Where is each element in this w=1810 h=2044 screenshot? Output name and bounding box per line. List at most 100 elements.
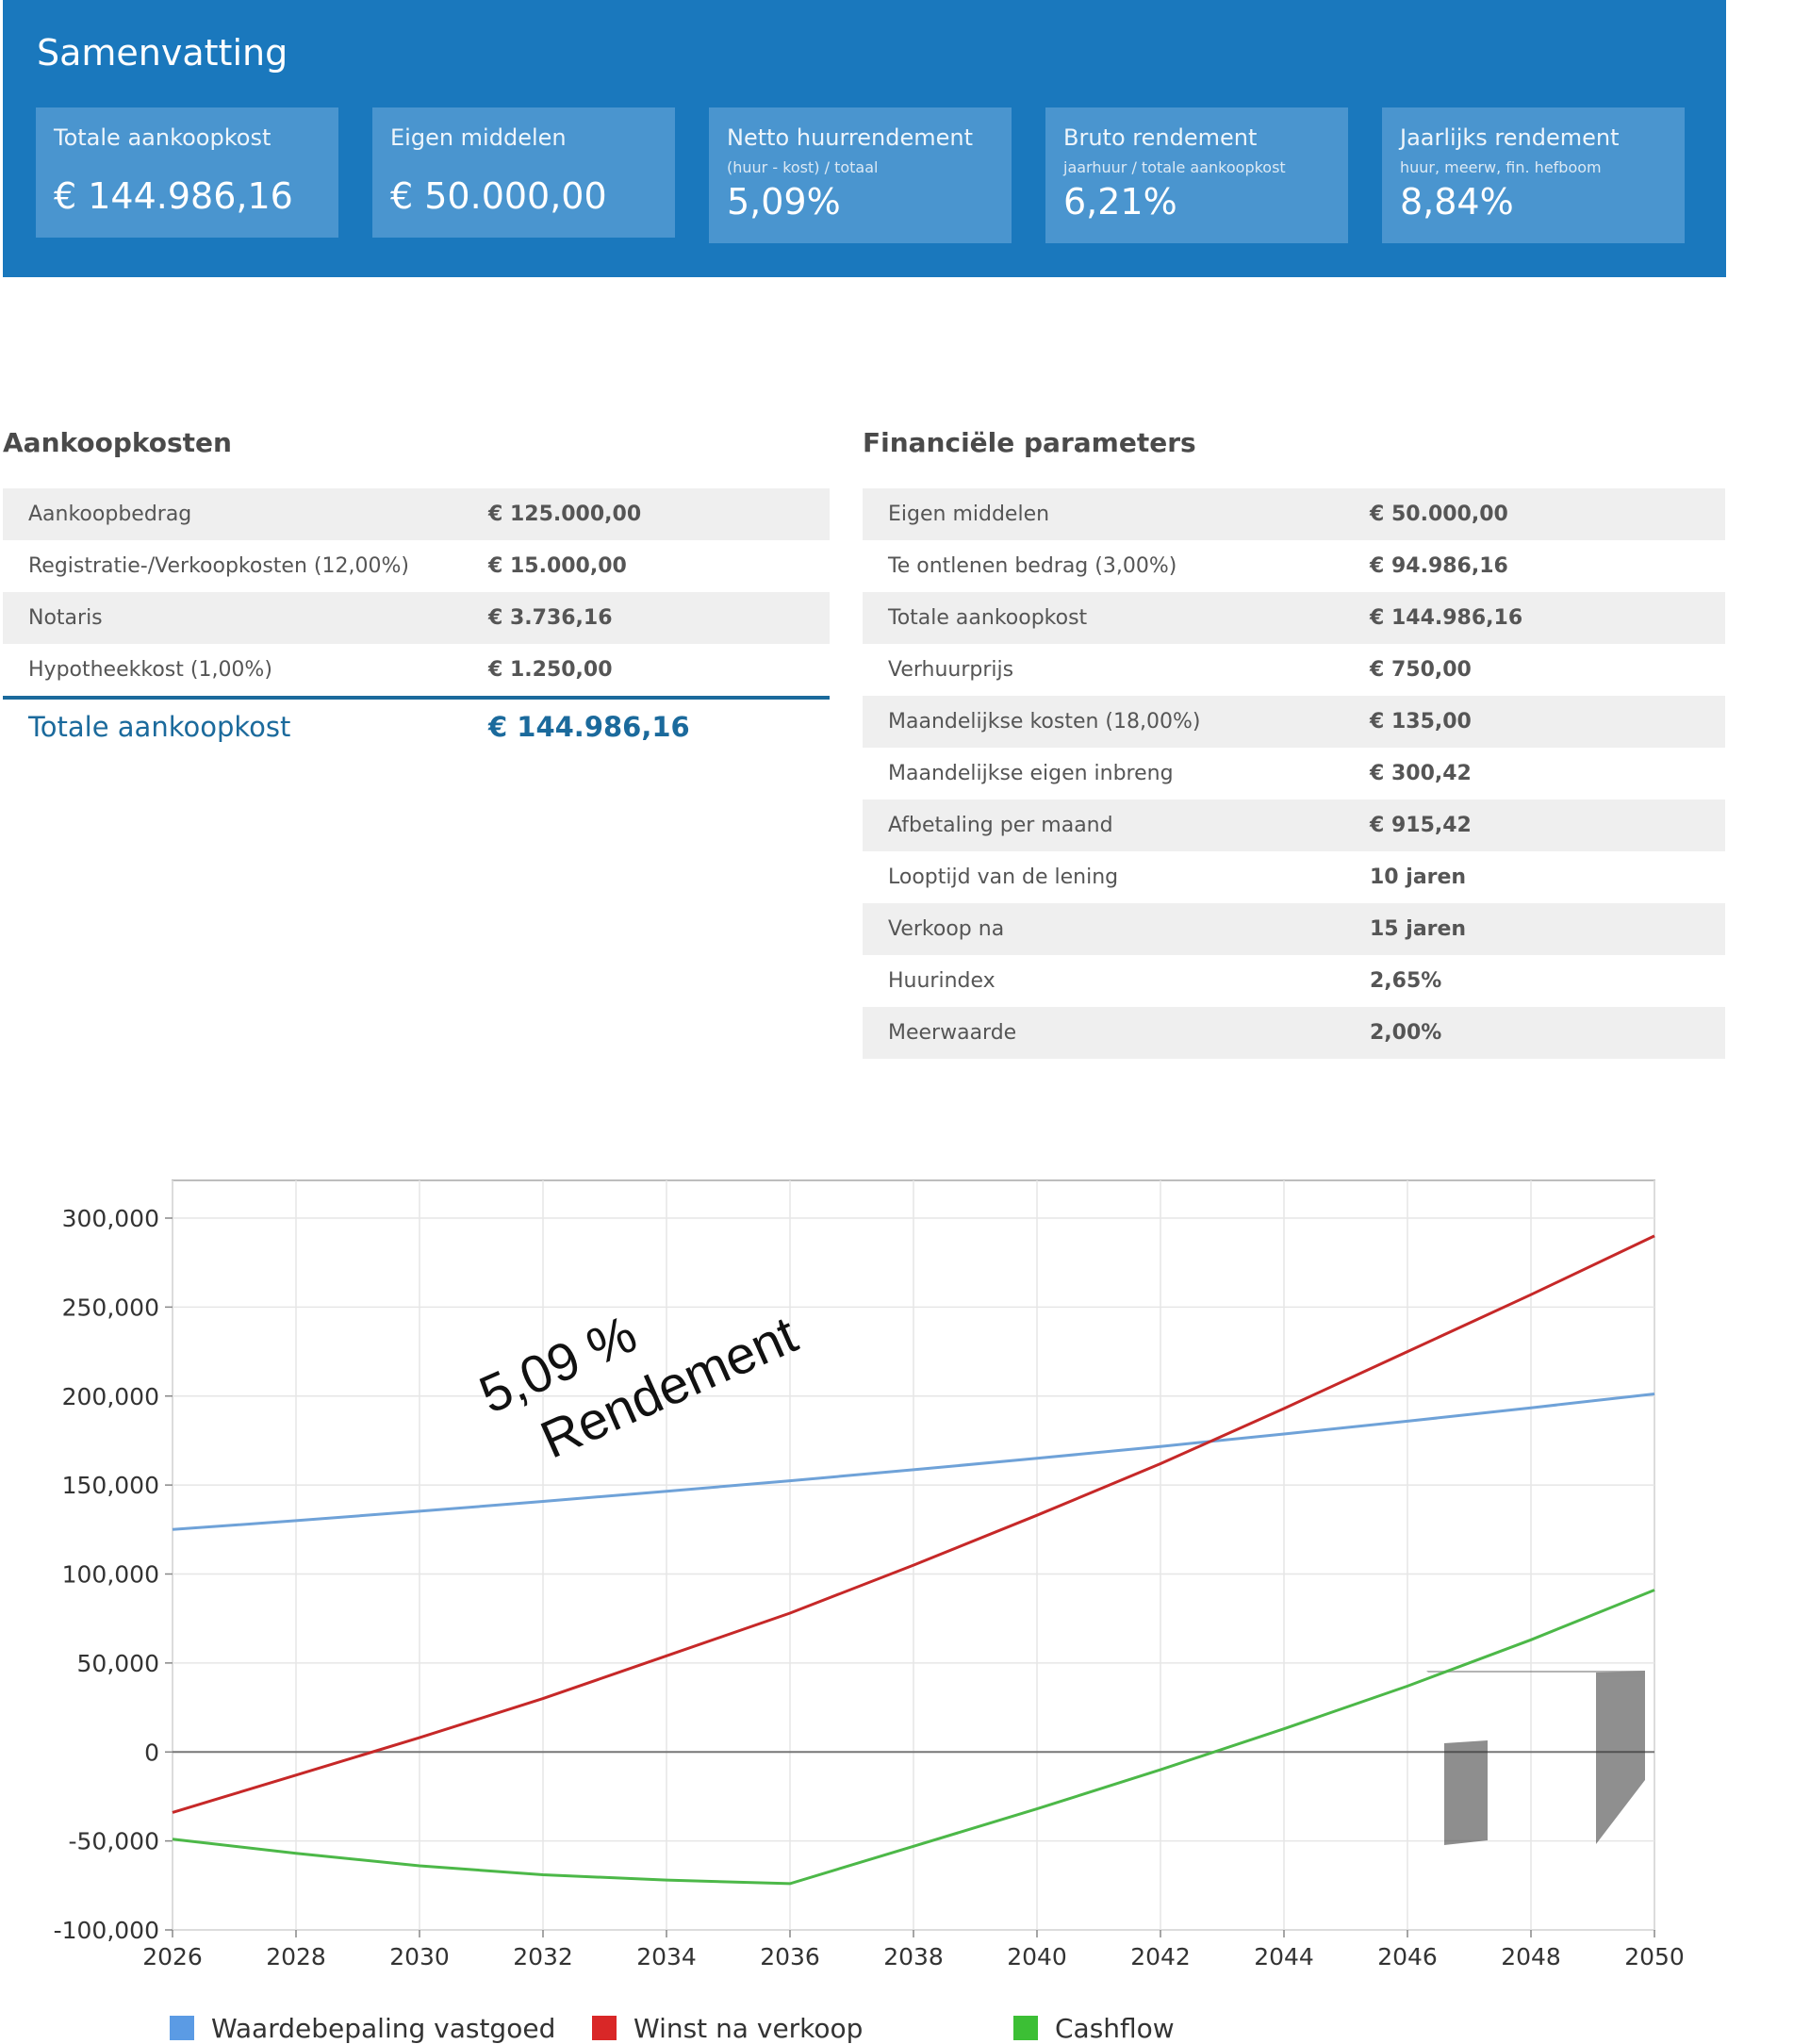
- card-value: 8,84%: [1400, 181, 1514, 223]
- x-tick-label: 2048: [1501, 1943, 1561, 1970]
- table-row: Verhuurprijs € 750,00: [863, 644, 1725, 696]
- y-tick-label: 50,000: [77, 1650, 159, 1677]
- row-label: Meerwaarde: [888, 1021, 1017, 1045]
- x-tick-label: 2028: [266, 1943, 326, 1970]
- table-row: Notaris € 3.736,16: [3, 592, 830, 644]
- summary-banner: Samenvatting Totale aankoopkost € 144.98…: [3, 0, 1726, 277]
- legend-label: Winst na verkoop: [634, 2013, 864, 2044]
- row-label: Eigen middelen: [888, 503, 1050, 526]
- table-row: Hypotheekkost (1,00%) € 1.250,00: [3, 644, 830, 696]
- x-tick-label: 2040: [1007, 1943, 1067, 1970]
- table-row: Looptijd van de lening 10 jaren: [863, 851, 1725, 903]
- legend-item-winst[interactable]: Winst na verkoop: [592, 2013, 863, 2044]
- card-jaarlijks-rendement: Jaarlijks rendement huur, meerw, fin. he…: [1382, 107, 1685, 243]
- row-label: Aankoopbedrag: [28, 503, 192, 526]
- x-tick-label: 2050: [1624, 1943, 1685, 1970]
- chart-axes: 2026 2028 2030 2032 2034 2036 2038 2040 2042 2044…: [54, 1205, 1685, 1970]
- card-label: Totale aankoopkost: [54, 124, 272, 151]
- card-value: € 50.000,00: [390, 175, 607, 217]
- total-row: Totale aankoopkost € 144.986,16: [3, 696, 830, 756]
- legend-item-waardebepaling[interactable]: Waardebepaling vastgoed: [170, 2013, 555, 2044]
- row-value: € 915,42: [1370, 814, 1472, 837]
- table-row: Afbetaling per maand € 915,42: [863, 799, 1725, 851]
- row-label: Notaris: [28, 606, 103, 630]
- x-tick-label: 2042: [1130, 1943, 1191, 1970]
- x-tick-label: 2046: [1377, 1943, 1438, 1970]
- table-row: Te ontlenen bedrag (3,00%) € 94.986,16: [863, 540, 1725, 592]
- x-tick-label: 2038: [883, 1943, 944, 1970]
- legend-label: Cashflow: [1055, 2013, 1175, 2044]
- row-value: 2,65%: [1370, 969, 1442, 993]
- card-totale-aankoopkost: Totale aankoopkost € 144.986,16: [36, 107, 338, 238]
- legend-swatch: [170, 2016, 194, 2040]
- row-value: € 300,42: [1370, 762, 1472, 785]
- card-label: Jaarlijks rendement: [1400, 124, 1620, 151]
- table-row: Meerwaarde 2,00%: [863, 1007, 1725, 1059]
- row-value: € 1.250,00: [488, 658, 613, 682]
- row-label: Registratie-/Verkoopkosten (12,00%): [28, 554, 409, 578]
- legend-swatch: [1013, 2016, 1038, 2040]
- row-value: € 94.986,16: [1370, 554, 1508, 578]
- logo-watermark-icon: [1426, 1671, 1645, 1845]
- y-tick-label: 150,000: [62, 1472, 159, 1499]
- row-value: 15 jaren: [1370, 917, 1467, 941]
- y-tick-label: 0: [144, 1739, 159, 1766]
- row-label: Totale aankoopkost: [888, 606, 1088, 630]
- aankoopkosten-title: Aankoopkosten: [3, 427, 232, 458]
- table-row: Huurindex 2,65%: [863, 955, 1725, 1007]
- row-value: € 144.986,16: [1370, 606, 1523, 630]
- chart-series: [172, 1234, 1655, 1886]
- table-row: Verkoop na 15 jaren: [863, 903, 1725, 955]
- card-value: € 144.986,16: [54, 175, 293, 217]
- total-label: Totale aankoopkost: [28, 711, 291, 743]
- card-label: Eigen middelen: [390, 124, 567, 151]
- table-row: Registratie-/Verkoopkosten (12,00%) € 15…: [3, 540, 830, 592]
- table-row: Totale aankoopkost € 144.986,16: [863, 592, 1725, 644]
- legend-label: Waardebepaling vastgoed: [211, 2013, 556, 2044]
- y-tick-label: 250,000: [62, 1294, 159, 1321]
- line-chart: 2026 2028 2030 2032 2034 2036 2038 2040 2042 2044…: [0, 1160, 1810, 2044]
- y-tick-label: 300,000: [62, 1205, 159, 1232]
- row-label: Verkoop na: [888, 917, 1005, 941]
- legend-item-cashflow[interactable]: Cashflow: [1013, 2013, 1175, 2044]
- y-tick-label: 100,000: [62, 1561, 159, 1589]
- parameters-title: Financiële parameters: [863, 427, 1196, 458]
- summary-title: Samenvatting: [37, 32, 288, 74]
- chart-svg: 2026 2028 2030 2032 2034 2036 2038 2040 2042 2044…: [54, 1179, 1685, 1970]
- chart-grid: [172, 1179, 1655, 1931]
- table-row: Maandelijkse eigen inbreng € 300,42: [863, 748, 1725, 799]
- card-sub: jaarhuur / totale aankoopkost: [1063, 158, 1286, 176]
- parameters-table: Eigen middelen € 50.000,00 Te ontlenen b…: [863, 488, 1725, 1059]
- total-value: € 144.986,16: [488, 711, 690, 743]
- row-value: € 135,00: [1370, 710, 1472, 734]
- card-value: 6,21%: [1063, 181, 1177, 223]
- x-tick-label: 2026: [142, 1943, 203, 1970]
- series-line-3: [172, 1589, 1655, 1886]
- card-label: Bruto rendement: [1063, 124, 1258, 151]
- row-label: Te ontlenen bedrag (3,00%): [888, 554, 1177, 578]
- x-tick-label: 2034: [636, 1943, 697, 1970]
- row-value: 2,00%: [1370, 1021, 1442, 1045]
- card-eigen-middelen: Eigen middelen € 50.000,00: [372, 107, 675, 238]
- row-value: 10 jaren: [1370, 865, 1467, 889]
- row-label: Maandelijkse kosten (18,00%): [888, 710, 1201, 734]
- row-value: € 50.000,00: [1370, 503, 1508, 526]
- card-value: 5,09%: [727, 181, 841, 223]
- card-label: Netto huurrendement: [727, 124, 974, 151]
- row-label: Hypotheekkost (1,00%): [28, 658, 272, 682]
- row-label: Looptijd van de lening: [888, 865, 1119, 889]
- table-row: Maandelijkse kosten (18,00%) € 135,00: [863, 696, 1725, 748]
- card-bruto-rendement: Bruto rendement jaarhuur / totale aankoo…: [1045, 107, 1348, 243]
- row-value: € 750,00: [1370, 658, 1472, 682]
- row-value: € 125.000,00: [488, 503, 642, 526]
- row-label: Maandelijkse eigen inbreng: [888, 762, 1174, 785]
- x-tick-label: 2030: [389, 1943, 450, 1970]
- card-sub: (huur - kost) / totaal: [727, 158, 879, 176]
- aankoopkosten-table: Aankoopbedrag € 125.000,00 Registratie-/…: [3, 488, 830, 756]
- y-tick-label: -100,000: [54, 1917, 159, 1944]
- row-label: Afbetaling per maand: [888, 814, 1113, 837]
- y-tick-label: 200,000: [62, 1383, 159, 1410]
- x-tick-label: 2036: [760, 1943, 820, 1970]
- row-label: Huurindex: [888, 969, 996, 993]
- series-line-1: [172, 1393, 1655, 1531]
